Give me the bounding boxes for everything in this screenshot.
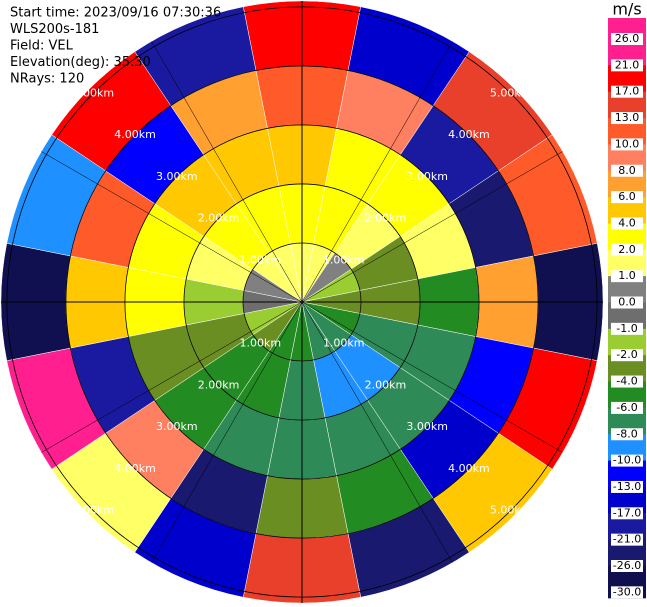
colorbar-label: -2.0 <box>616 348 637 361</box>
spoke <box>301 41 453 303</box>
colorbar-label: -1.0 <box>616 322 637 335</box>
colorbar-label-box <box>611 243 643 256</box>
colorbar-label: -13.0 <box>613 480 641 493</box>
range-label: 3.00km <box>156 420 198 433</box>
colorbar-label: 21.0 <box>615 58 640 71</box>
colorbar-label: -17.0 <box>613 506 641 519</box>
spoke <box>151 301 303 563</box>
colorbar-label-box <box>611 428 643 441</box>
colorbar-label: -10.0 <box>613 454 641 467</box>
range-label: 4.00km <box>114 128 156 141</box>
range-label: 1.00km <box>239 337 281 350</box>
colorbar-label: -21.0 <box>613 533 641 546</box>
unit-label: m/s <box>612 0 641 19</box>
range-label: 4.00km <box>448 128 490 141</box>
spoke <box>301 151 563 303</box>
colorbar-label: -8.0 <box>616 427 637 440</box>
header-line: Elevation(deg): 35.30 <box>10 55 151 70</box>
header: Start time: 2023/09/16 07:30:36WLS200s-1… <box>10 6 221 87</box>
range-label: 5.00km <box>73 86 115 99</box>
range-label: 5.00km <box>73 504 115 517</box>
range-label: 4.00km <box>448 462 490 475</box>
spoke <box>41 301 303 453</box>
range-label: 4.00km <box>114 462 156 475</box>
colorbar-label-box <box>611 296 643 309</box>
colorbar-label: 8.0 <box>618 164 636 177</box>
colorbar-label-box <box>611 164 643 177</box>
range-label: 1.00km <box>323 337 365 350</box>
colorbar-label: -26.0 <box>613 559 641 572</box>
colorbar-label-box <box>611 533 643 546</box>
spoke <box>41 151 303 303</box>
colorbar-label: -4.0 <box>616 375 637 388</box>
range-ring <box>65 65 539 539</box>
range-grid: 1.00km 1.00km 1.00km 1.00km 2.00km 2.00km 2.00… <box>1 1 603 603</box>
header-line: NRays: 120 <box>10 72 84 87</box>
colorbar-label-box <box>611 322 643 335</box>
colorbar-label-box <box>611 270 643 283</box>
colorbar-label-box <box>611 586 643 599</box>
colorbar-label-box <box>611 401 643 414</box>
range-ring <box>183 183 421 421</box>
range-label: 3.00km <box>156 170 198 183</box>
colorbar-label: 13.0 <box>615 111 640 124</box>
colorbar-label: 10.0 <box>615 137 640 150</box>
header-line: Start time: 2023/09/16 07:30:36 <box>10 6 221 21</box>
range-label: 5.00km <box>490 86 532 99</box>
colorbar-label-box <box>611 480 643 493</box>
colorbar-label: 0.0 <box>618 296 636 309</box>
colorbar-label: 1.0 <box>618 269 636 282</box>
range-label: 2.00km <box>365 212 407 225</box>
range-label: 3.00km <box>406 420 448 433</box>
range-label: 2.00km <box>198 212 240 225</box>
colorbar-label-box <box>611 217 643 230</box>
range-ring <box>124 124 480 480</box>
colorbar-label-box <box>611 375 643 388</box>
header-line: WLS200s-181 <box>10 22 99 37</box>
range-label: 2.00km <box>365 378 407 391</box>
colorbar-label: 6.0 <box>618 190 636 203</box>
colorbar-label: 2.0 <box>618 243 636 256</box>
colorbar-label-box <box>611 507 643 520</box>
colorbar-label-box <box>611 560 643 572</box>
range-label: 2.00km <box>198 378 240 391</box>
colorbar-label-box <box>611 191 643 204</box>
colorbar-label-box <box>611 112 643 125</box>
range-label: 5.00km <box>490 504 532 517</box>
spoke <box>301 301 563 453</box>
colorbar-label: 26.0 <box>615 32 640 45</box>
range-label: 1.00km <box>239 253 281 266</box>
colorbar-label-box <box>611 33 643 45</box>
colorbar-label-box <box>611 85 643 98</box>
range-ring <box>242 242 362 362</box>
colorbar-label-box <box>611 349 643 362</box>
range-label: 3.00km <box>406 170 448 183</box>
spoke <box>151 41 303 303</box>
colorbar-label-box <box>611 454 643 467</box>
colorbar-label: 4.0 <box>618 216 636 229</box>
colorbar-label-box <box>611 59 643 72</box>
header-line: Field: VEL <box>10 39 74 54</box>
colorbar-label-box <box>611 138 643 151</box>
range-ring <box>6 6 598 598</box>
spoke <box>301 301 453 563</box>
range-label: 1.00km <box>323 253 365 266</box>
colorbar-label: -30.0 <box>613 585 641 598</box>
colorbar-label: -6.0 <box>616 401 637 414</box>
colorbar-label: 17.0 <box>615 85 640 98</box>
colorbar: 26.0 21.0 17.0 13.0 10.0 8.0 6.0 4.0 2.0 1.0 0.0 -1… <box>608 0 646 599</box>
